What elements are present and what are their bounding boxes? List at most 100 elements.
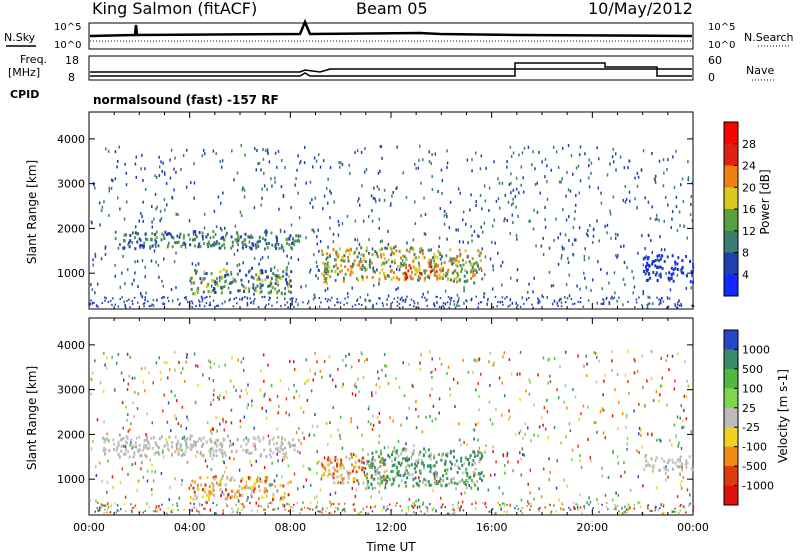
scatter-cell <box>403 261 406 265</box>
scatter-cell <box>267 363 269 367</box>
x-tick-label: 12:00 <box>375 521 407 534</box>
scatter-cell <box>290 223 293 227</box>
scatter-cell <box>429 466 432 470</box>
scatter-cell <box>363 461 365 465</box>
scatter-cell <box>418 484 421 488</box>
scatter-cell <box>268 398 271 402</box>
scatter-cell <box>452 512 454 515</box>
scatter-cell <box>647 462 649 466</box>
scatter-cell <box>431 464 434 468</box>
scatter-cell <box>291 303 293 307</box>
scatter-cell <box>317 510 319 513</box>
scatter-cell <box>184 242 187 246</box>
scatter-cell <box>258 235 261 239</box>
scatter-cell <box>288 413 291 417</box>
scatter-cell <box>405 195 408 199</box>
scatter-cell <box>681 462 684 466</box>
scatter-cell <box>270 384 273 388</box>
scatter-cell <box>250 451 253 455</box>
scatter-cell <box>148 442 151 446</box>
scatter-cell <box>583 258 586 262</box>
scatter-cell <box>640 428 642 432</box>
scatter-cell <box>120 438 123 442</box>
scatter-cell <box>140 212 142 216</box>
scatter-cell <box>180 168 182 172</box>
scatter-cell <box>429 452 432 456</box>
scatter-cell <box>419 450 422 454</box>
scatter-cell <box>590 459 592 463</box>
scatter-cell <box>337 367 339 371</box>
scatter-cell <box>282 503 284 506</box>
scatter-cell <box>399 474 402 478</box>
scatter-cell <box>349 172 351 176</box>
scatter-cell <box>448 226 451 230</box>
scatter-cell <box>265 494 268 498</box>
scatter-cell <box>133 415 135 419</box>
scatter-cell <box>104 147 107 151</box>
scatter-cell <box>529 380 531 384</box>
scatter-cell <box>351 469 354 473</box>
scatter-cell <box>273 265 276 269</box>
scatter-cell <box>461 218 464 222</box>
scatter-cell <box>560 301 563 304</box>
scatter-cell <box>157 263 160 267</box>
scatter-cell <box>632 276 635 280</box>
scatter-cell <box>471 169 473 173</box>
scatter-cell <box>450 259 453 263</box>
scatter-cell <box>142 178 144 182</box>
scatter-cell <box>461 258 464 262</box>
scatter-cell <box>434 263 437 267</box>
scatter-cell <box>414 272 417 276</box>
scatter-cell <box>341 255 344 259</box>
scatter-cell <box>150 304 152 307</box>
colorbar-tick-label: 500 <box>742 363 763 376</box>
scatter-cell <box>370 505 372 509</box>
scatter-cell <box>539 506 541 509</box>
scatter-cell <box>208 485 211 489</box>
scatter-cell <box>133 296 136 299</box>
scatter-cell <box>492 363 494 367</box>
scatter-cell <box>337 233 340 237</box>
scatter-cell <box>148 371 150 375</box>
scatter-cell <box>334 384 337 388</box>
scatter-cell <box>355 385 358 389</box>
scatter-cell <box>454 405 456 409</box>
scatter-cell <box>560 256 563 260</box>
scatter-cell <box>383 459 385 463</box>
scatter-cell <box>434 152 437 156</box>
scatter-cell <box>217 195 220 199</box>
scatter-cell <box>245 483 248 487</box>
scatter-cell <box>224 488 227 492</box>
scatter-cell <box>415 400 417 404</box>
scatter-cell <box>287 481 290 485</box>
scatter-cell <box>379 477 382 481</box>
scatter-cell <box>265 416 268 420</box>
scatter-cell <box>131 446 133 450</box>
scatter-cell <box>374 504 377 508</box>
scatter-cell <box>342 259 345 263</box>
scatter-cell <box>268 439 271 443</box>
scatter-cell <box>119 285 122 289</box>
scatter-cell <box>416 483 419 487</box>
scatter-cell <box>420 181 422 185</box>
scatter-cell <box>596 430 598 434</box>
scatter-cell <box>519 372 521 376</box>
scatter-cell <box>440 275 443 279</box>
scatter-cell <box>281 435 284 439</box>
scatter-cell <box>166 376 169 380</box>
scatter-cell <box>652 399 655 403</box>
scatter-cell <box>390 268 393 272</box>
scatter-cell <box>559 364 561 368</box>
scatter-cell <box>358 242 361 246</box>
scatter-cell <box>526 504 529 507</box>
scatter-cell <box>590 171 592 175</box>
scatter-cell <box>471 234 473 238</box>
scatter-cell <box>339 464 342 468</box>
scatter-cell <box>124 282 126 286</box>
scatter-cell <box>332 476 335 480</box>
scatter-cell <box>270 231 273 235</box>
scatter-cell <box>199 451 202 455</box>
scatter-cell <box>646 306 649 309</box>
scatter-cell <box>495 512 497 515</box>
scatter-cell <box>672 268 675 272</box>
